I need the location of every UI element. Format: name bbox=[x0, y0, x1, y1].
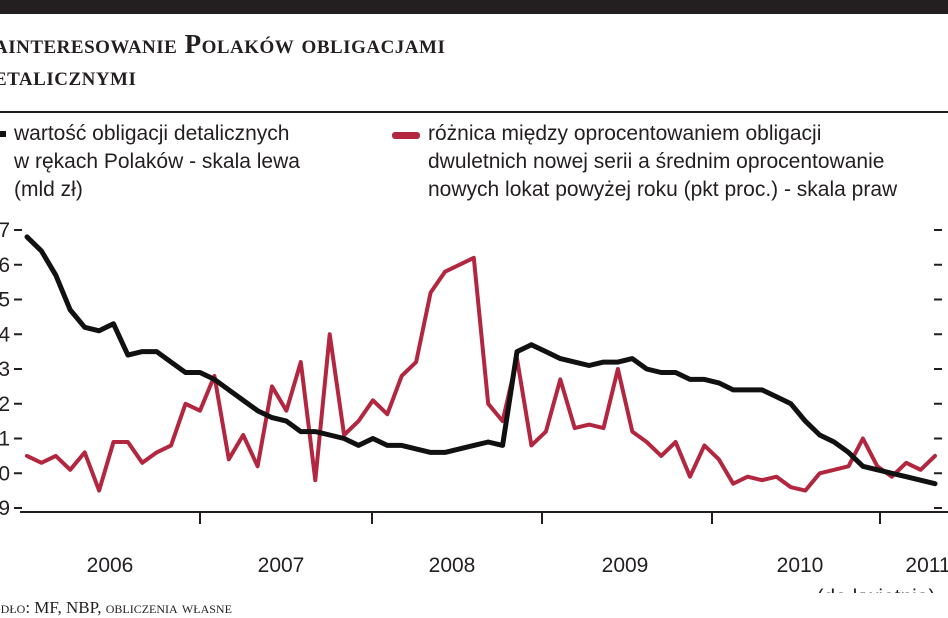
left-axis-label: 4 bbox=[0, 323, 10, 346]
series-line-red bbox=[25, 255, 937, 493]
line-chart: 9 0 1 2 3 4 5 6 7 2006 2007 2008 2009 2010 2011 (do kwi… bbox=[0, 219, 948, 593]
x-axis-year-label: 2007 bbox=[258, 554, 305, 577]
left-axis-label: 9 bbox=[0, 497, 10, 520]
x-axis-year-label: 2008 bbox=[429, 554, 476, 577]
x-axis-year-label: 2006 bbox=[87, 554, 134, 577]
chart-title-line1: ainteresowanie Polaków obligacjami bbox=[0, 29, 446, 59]
series-line-black bbox=[24, 234, 938, 487]
left-axis-label: 5 bbox=[0, 289, 10, 312]
legend-left-line3: (mld zł) bbox=[14, 178, 83, 201]
legend-red-swatch bbox=[392, 132, 420, 139]
legend-left-line2: w rękach Polaków - skala lewa bbox=[14, 150, 300, 173]
x-axis-year-label: 2011 bbox=[905, 554, 948, 577]
left-axis-label: 1 bbox=[0, 428, 10, 451]
source-note: ódło: MF, NBP, obliczenia własne bbox=[0, 598, 232, 617]
legend-right-line3: nowych lokat powyżej roku (pkt proc.) - … bbox=[428, 178, 898, 201]
chart-title: ainteresowanie Polaków obligacjami etali… bbox=[0, 28, 934, 92]
legend-left-line1: wartość obligacji detalicznych bbox=[14, 122, 290, 145]
legend-right-line1: różnica między oprocentowaniem obligacji bbox=[428, 122, 822, 145]
left-axis-label: 2 bbox=[0, 393, 10, 416]
chart-title-line2: etalicznymi bbox=[0, 61, 137, 91]
legend-black-swatch bbox=[0, 131, 6, 138]
title-rule bbox=[0, 111, 948, 113]
x-axis-sublabel: (do kwietnia) bbox=[816, 586, 935, 593]
legend-left: wartość obligacji detalicznych w rękach … bbox=[0, 120, 300, 204]
x-axis-year-label: 2010 bbox=[777, 554, 824, 577]
legend-right: różnica między oprocentowaniem obligacji… bbox=[392, 120, 897, 204]
x-axis-year-label: 2009 bbox=[602, 554, 649, 577]
legend-right-line2: dwuletnich nowej serii a średnim oprocen… bbox=[428, 150, 885, 173]
top-bar bbox=[0, 0, 948, 14]
left-axis-label: 0 bbox=[0, 462, 10, 485]
left-axis-label: 3 bbox=[0, 358, 10, 381]
left-axis-label: 7 bbox=[0, 219, 10, 242]
left-axis-label: 6 bbox=[0, 254, 10, 277]
